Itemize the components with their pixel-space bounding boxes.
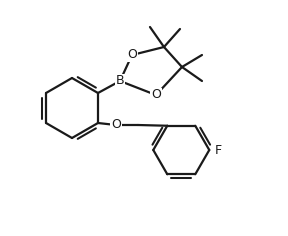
Text: O: O	[151, 88, 161, 101]
Text: F: F	[214, 143, 221, 156]
Text: O: O	[127, 49, 137, 62]
Text: B: B	[116, 75, 124, 88]
Text: O: O	[111, 118, 121, 131]
